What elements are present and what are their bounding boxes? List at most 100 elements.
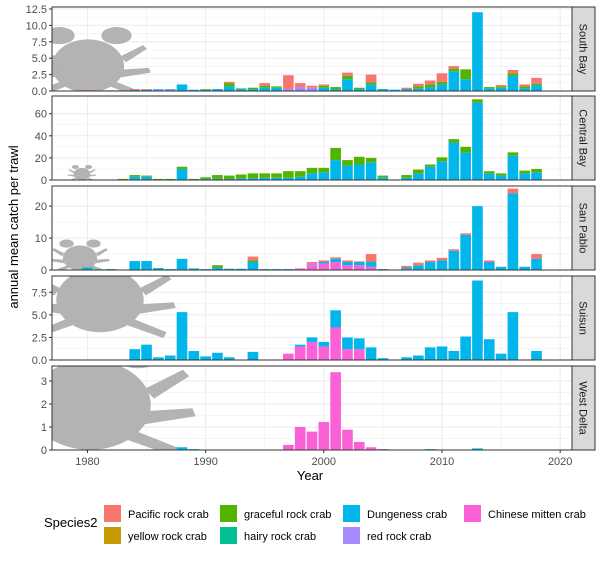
bar-graceful-rock-crab-2017	[519, 86, 531, 89]
bar-dungeness-crab-1984	[129, 261, 141, 270]
bar-pacific-rock-crab-2011	[448, 249, 460, 251]
bar-pacific-rock-crab-2014	[483, 260, 495, 263]
bar-dungeness-crab-1988	[176, 312, 188, 360]
bar-graceful-rock-crab-2009	[424, 164, 436, 167]
bar-dungeness-crab-1984	[129, 349, 141, 360]
bar-graceful-rock-crab-2010	[436, 157, 448, 162]
y-tick-label: 7.5	[32, 37, 47, 49]
bar-graceful-rock-crab-2011	[448, 68, 460, 72]
bar-chinese-mitten-crab-2001	[330, 327, 341, 360]
bar-graceful-rock-crab-2001	[330, 87, 341, 90]
bar-graceful-rock-crab-1993	[235, 174, 247, 179]
bar-dungeness-crab-2013	[472, 206, 483, 270]
bar-dungeness-crab-2015	[495, 87, 507, 91]
y-tick-label: 40	[35, 131, 47, 143]
bar-pacific-rock-crab-2008	[413, 83, 424, 87]
y-tick-label: 20	[35, 201, 47, 213]
bar-dungeness-crab-2013	[472, 280, 483, 360]
bar-red-rock-crab-1998	[294, 87, 306, 91]
bar-graceful-rock-crab-2000	[318, 85, 330, 88]
bar-graceful-rock-crab-2007	[401, 175, 412, 178]
bar-graceful-rock-crab-2018	[531, 83, 542, 86]
legend-key-dungeness-crab	[343, 505, 360, 522]
bar-dungeness-crab-1989	[188, 268, 200, 270]
legend-label-pacific-rock-crab: Pacific rock crab	[128, 509, 209, 521]
bar-pacific-rock-crab-2011	[448, 66, 460, 69]
bar-pacific-rock-crab-1980	[82, 90, 93, 91]
bar-red-rock-crab-1997	[283, 89, 294, 91]
bar-dungeness-crab-1985	[141, 344, 152, 360]
x-tick-label: 2000	[312, 456, 336, 468]
bar-dungeness-crab-2001	[330, 89, 341, 91]
bar-graceful-rock-crab-2000	[318, 167, 330, 173]
bar-graceful-rock-crab-2005	[377, 175, 389, 178]
strip-background	[571, 185, 596, 271]
y-tick-label: 0	[41, 175, 47, 187]
bar-graceful-rock-crab-1994	[247, 87, 259, 90]
bar-dungeness-crab-2018	[531, 350, 542, 360]
y-tick-label: 0.0	[32, 355, 47, 367]
bar-dungeness-crab-2003	[353, 164, 365, 180]
bar-pacific-rock-crab-1992	[223, 81, 235, 84]
panel-central-bay: 0 20 40 60 Central Bay	[35, 95, 596, 187]
bar-pacific-rock-crab-2002	[342, 72, 353, 76]
x-tick-label: 1980	[75, 456, 99, 468]
bar-dungeness-crab-2018	[531, 258, 542, 270]
legend: Species2 Pacific rock crab yellow rock cr…	[44, 505, 586, 544]
y-tick-label: 5.0	[32, 53, 47, 65]
bar-dungeness-crab-2010	[436, 84, 448, 91]
bar-pacific-rock-crab-2016	[507, 188, 519, 194]
bar-dungeness-crab-1990	[200, 89, 211, 91]
bar-dungeness-crab-1992	[223, 357, 235, 360]
bar-dungeness-crab-2007	[401, 89, 412, 91]
bar-dungeness-crab-1994	[247, 351, 259, 360]
strip-background	[571, 275, 596, 361]
bar-pacific-rock-crab-2004	[365, 254, 377, 263]
bar-dungeness-crab-1985	[141, 176, 152, 180]
bar-dungeness-crab-2007	[401, 357, 412, 360]
legend-key-yellow-rock-crab	[104, 527, 121, 544]
bar-dungeness-crab-1992	[223, 86, 235, 91]
bar-dungeness-crab-1991	[212, 89, 223, 91]
x-tick-label: 2010	[430, 456, 454, 468]
bar-dungeness-crab-1991	[212, 352, 223, 360]
bar-graceful-rock-crab-2010	[436, 81, 448, 85]
bar-red-rock-crab-1986	[153, 89, 164, 91]
bar-pacific-rock-crab-2009	[424, 260, 436, 263]
y-tick-label: 2.5	[32, 70, 47, 82]
bar-graceful-rock-crab-2016	[507, 73, 519, 76]
bar-graceful-rock-crab-2012	[460, 146, 471, 153]
bar-graceful-rock-crab-1986	[153, 178, 164, 180]
bar-dungeness-crab-1988	[176, 447, 188, 450]
y-tick-label: 0.0	[32, 86, 47, 98]
y-tick-label: 0	[41, 265, 47, 277]
bar-dungeness-crab-2009	[424, 347, 436, 360]
legend-label-red-rock-crab: red rock crab	[367, 531, 431, 543]
bar-dungeness-crab-2008	[413, 265, 424, 270]
bar-graceful-rock-crab-2009	[424, 84, 436, 88]
bar-pacific-rock-crab-1999	[306, 262, 318, 264]
y-tick-label: 10.0	[26, 20, 47, 32]
bar-dungeness-crab-2016	[507, 193, 519, 270]
y-tick-label: 1	[41, 422, 47, 434]
bar-graceful-rock-crab-2002	[342, 75, 353, 80]
panel-south-bay: 0.0 2.5 5.0 7.5 10.0 12.5 South Bay	[26, 4, 596, 98]
bar-dungeness-crab-1993	[235, 178, 247, 180]
bar-graceful-rock-crab-1988	[176, 166, 188, 169]
bar-graceful-rock-crab-1985	[141, 175, 152, 177]
bar-dungeness-crab-2012	[460, 79, 471, 91]
bar-pacific-rock-crab-2000	[318, 84, 330, 86]
panel-san-pablo: 0 10 20 San Pablo	[35, 185, 596, 277]
bar-dungeness-crab-2007	[401, 177, 412, 180]
bar-dungeness-crab-1992	[223, 178, 235, 180]
bar-dungeness-crab-1986	[153, 268, 164, 270]
bar-dungeness-crab-1986	[153, 357, 164, 360]
bar-graceful-rock-crab-1991	[212, 175, 223, 179]
y-tick-label: 2.5	[32, 332, 47, 344]
panel-background	[52, 186, 572, 270]
bar-chinese-mitten-crab-1999	[306, 341, 318, 360]
bar-dungeness-crab-2008	[413, 88, 424, 91]
bar-pacific-rock-crab-2015	[495, 85, 507, 87]
bar-dungeness-crab-1991	[212, 267, 223, 270]
bar-graceful-rock-crab-2016	[507, 152, 519, 156]
